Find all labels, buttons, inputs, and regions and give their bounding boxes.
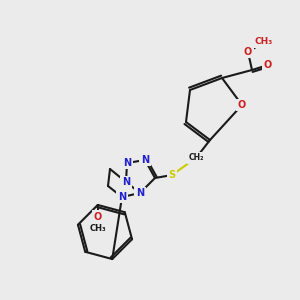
Text: S: S bbox=[168, 170, 175, 180]
Text: N: N bbox=[141, 155, 149, 165]
Text: N: N bbox=[136, 188, 144, 198]
Text: CH₃: CH₃ bbox=[89, 224, 106, 233]
Text: O: O bbox=[94, 212, 102, 222]
Text: CH₂: CH₂ bbox=[188, 154, 204, 163]
Text: CH₃: CH₃ bbox=[255, 38, 273, 46]
Text: N: N bbox=[123, 158, 131, 168]
Text: O: O bbox=[264, 60, 272, 70]
Text: N: N bbox=[118, 192, 126, 202]
Text: O: O bbox=[244, 47, 252, 57]
Text: O: O bbox=[238, 100, 246, 110]
Text: N: N bbox=[122, 177, 130, 187]
